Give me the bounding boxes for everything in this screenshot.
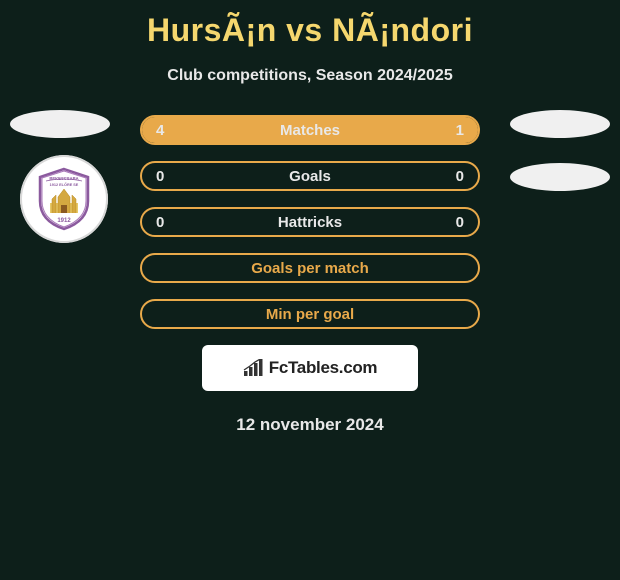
player-placeholder-right-2 [510,163,610,191]
stat-value-right: 0 [456,214,464,231]
stat-label: Goals per match [251,260,369,277]
svg-text:BEKESCSABA: BEKESCSABA [49,176,78,181]
player-placeholder-right-1 [510,110,610,138]
stat-row: Goals per match [140,253,480,283]
stat-value-right: 0 [456,168,464,185]
stat-value-left: 4 [156,122,164,139]
stat-label: Hattricks [278,214,342,231]
stat-value-right: 1 [456,122,464,139]
chart-icon [243,359,265,377]
stat-row: 4 Matches 1 [140,115,480,145]
stat-row: Min per goal [140,299,480,329]
shield-icon: BEKESCSABA 1912 ELŐRE SE 1912 [36,167,92,231]
brand-box[interactable]: FcTables.com [202,345,418,391]
comparison-content: BEKESCSABA 1912 ELŐRE SE 1912 4 Matches 1 0… [0,115,620,435]
club-badge-left: BEKESCSABA 1912 ELŐRE SE 1912 [20,155,108,243]
brand-text: FcTables.com [269,358,378,378]
stat-value-left: 0 [156,214,164,231]
stat-row: 0 Goals 0 [140,161,480,191]
stat-label: Matches [280,122,340,139]
stat-label: Goals [289,168,331,185]
page-subtitle: Club competitions, Season 2024/2025 [0,67,620,85]
page-title: HursÃ¡n vs NÃ¡ndori [0,0,620,49]
stat-rows: 4 Matches 1 0 Goals 0 0 Hattricks 0 Goals per mat… [140,115,480,329]
player-placeholder-left [10,110,110,138]
svg-text:1912 ELŐRE SE: 1912 ELŐRE SE [50,182,79,187]
stat-fill-left [142,117,411,143]
stat-fill-right [411,117,478,143]
stat-value-left: 0 [156,168,164,185]
stat-row: 0 Hattricks 0 [140,207,480,237]
stat-label: Min per goal [266,306,354,323]
svg-text:1912: 1912 [57,218,71,224]
date-text: 12 november 2024 [0,415,620,435]
